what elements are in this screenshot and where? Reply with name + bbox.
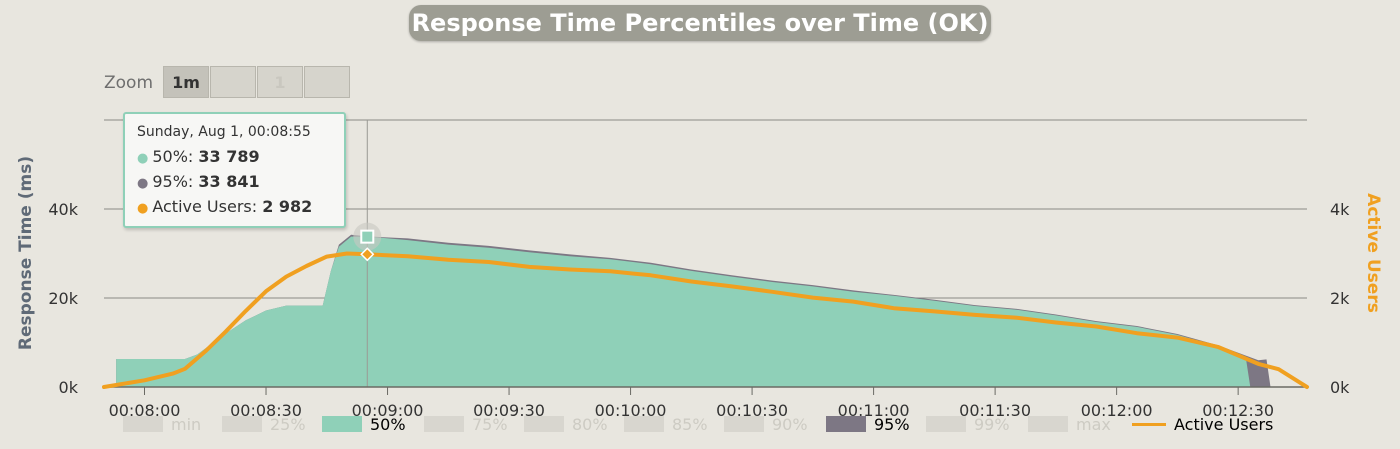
chart-tooltip: Sunday, Aug 1, 00:08:55 ● 50%: 33 789 ● 95… [123, 112, 346, 228]
x-tick-label: 00:12:00 [1081, 401, 1153, 420]
legend-label-active-users: Active Users [1174, 414, 1274, 434]
line-series-active-users [102, 251, 1309, 389]
tooltip-dot-95: ● [137, 176, 149, 191]
zoom-button-3[interactable]: 1 [257, 66, 303, 98]
tooltip-value-95: 33 841 [198, 172, 260, 191]
tooltip-date: Sunday, Aug 1, 00:08:55 [137, 124, 311, 140]
chart-title: Response Time Percentiles over Time (OK) [409, 5, 991, 41]
legend-label-25: 25% [270, 414, 306, 434]
legend-swatch-min [123, 416, 163, 432]
legend-item-85[interactable]: 85% [624, 414, 708, 434]
legend-swatch-80 [524, 416, 564, 432]
legend-label-85: 85% [672, 414, 708, 434]
x-tick-label: 00:10:30 [716, 401, 788, 420]
tooltip-label-50: 50%: [152, 147, 199, 166]
legend-swatch-90 [724, 416, 764, 432]
legend-item-50[interactable]: 50% [322, 414, 406, 434]
legend-item-80[interactable]: 80% [524, 414, 608, 434]
legend-item-min[interactable]: min [123, 414, 201, 434]
zoom-label: Zoom [104, 73, 154, 93]
legend-label-95: 95% [874, 414, 910, 434]
area-series-50 [116, 236, 1271, 387]
legend-label-90: 90% [772, 414, 808, 434]
marker-active-users [360, 247, 375, 262]
legend-swatch-85 [624, 416, 664, 432]
tooltip-row-95: ● 95%: 33 841 [137, 170, 332, 195]
tooltip-row-active-users: ● Active Users: 2 982 [137, 195, 332, 220]
tooltip-label-95: 95%: [152, 172, 199, 191]
x-tick-label: 00:11:00 [838, 401, 910, 420]
legend-label-50: 50% [370, 414, 406, 434]
legend-swatch-99 [926, 416, 966, 432]
legend-swatch-50 [322, 416, 362, 432]
legend-swatch-max [1028, 416, 1068, 432]
legend-item-95[interactable]: 95% [826, 414, 910, 434]
tooltip-label-active-users: Active Users: [152, 197, 263, 216]
legend-swatch-25 [222, 416, 262, 432]
legend-label-99: 99% [974, 414, 1010, 434]
legend-swatch-active-users [1132, 422, 1166, 426]
x-tick-label: 00:12:30 [1202, 401, 1274, 420]
legend-item-90[interactable]: 90% [724, 414, 808, 434]
legend-item-75[interactable]: 75% [424, 414, 508, 434]
x-tick-label: 00:10:00 [595, 401, 667, 420]
y-tick-label: 40k [48, 200, 78, 219]
y-tick-label: 20k [48, 289, 78, 308]
x-tick-label: 00:08:00 [109, 401, 181, 420]
zoom-button-2[interactable] [210, 66, 256, 98]
x-tick-label: 00:11:30 [959, 401, 1031, 420]
legend-label-80: 80% [572, 414, 608, 434]
tooltip-dot-50: ● [137, 151, 149, 166]
x-tick-label: 00:08:30 [230, 401, 302, 420]
legend-label-75: 75% [472, 414, 508, 434]
tooltip-row-50: ● 50%: 33 789 [137, 145, 332, 170]
y2-tick-label: 4k [1330, 200, 1350, 219]
y2-axis-title: Active Users [1363, 193, 1383, 313]
legend-item-active-users[interactable]: Active Users [1132, 414, 1273, 434]
legend-item-99[interactable]: 99% [926, 414, 1010, 434]
legend-swatch-95 [826, 416, 866, 432]
tooltip-value-50: 33 789 [198, 147, 260, 166]
x-tick-label: 00:09:30 [473, 401, 545, 420]
tooltip-value-active-users: 2 982 [262, 197, 313, 216]
zoom-button-1m[interactable]: 1m [163, 66, 209, 98]
legend-label-min: min [171, 414, 202, 434]
y2-tick-label: 0k [1330, 378, 1350, 397]
marker-50 [360, 229, 375, 244]
legend-label-max: max [1076, 414, 1111, 434]
y2-tick-label: 2k [1330, 289, 1350, 308]
zoom-button-4[interactable] [304, 66, 350, 98]
legend-swatch-75 [424, 416, 464, 432]
y-axis-title: Response Time (ms) [16, 156, 36, 350]
legend-item-max[interactable]: max [1028, 414, 1111, 434]
y-tick-label: 0k [59, 378, 79, 397]
tooltip-dot-active-users: ● [137, 201, 149, 216]
x-tick-label: 00:09:00 [352, 401, 424, 420]
legend-item-25[interactable]: 25% [222, 414, 306, 434]
